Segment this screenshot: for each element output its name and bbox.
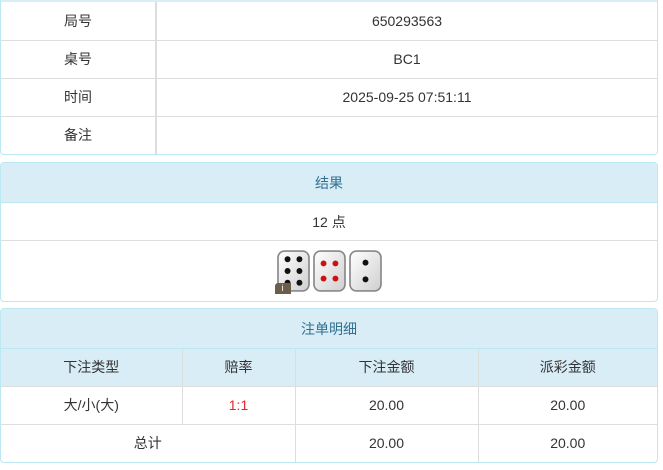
die-4 [312, 250, 346, 292]
total-row: 总计 20.00 20.00 [1, 423, 657, 462]
pip [295, 279, 302, 286]
die-2 [348, 250, 382, 292]
label: 备注 [1, 115, 157, 154]
info-icon[interactable]: i [274, 283, 291, 294]
pip [331, 260, 338, 267]
pip [320, 260, 327, 267]
value: BC1 [155, 39, 657, 79]
row-time: 时间 2025-09-25 07:51:11 [1, 77, 657, 117]
pip [362, 276, 368, 283]
die-6: i [274, 250, 310, 294]
value: 650293563 [155, 2, 657, 41]
total-payout: 20.00 [477, 423, 657, 462]
round-info-table: 局号 650293563 桌号 BC1 时间 2025-09-25 07:51:11 … [1, 2, 657, 154]
pip [284, 268, 291, 274]
table-row: 大/小(大) 1:1 20.00 20.00 [1, 385, 657, 425]
row-round-id: 局号 650293563 [1, 2, 657, 41]
row-remark: 备注 [1, 115, 657, 154]
bet-details-title: 注单明细 [1, 309, 657, 349]
label: 桌号 [1, 39, 157, 79]
pip [362, 259, 368, 266]
dice-group: i [1, 241, 657, 301]
col-bet-type: 下注类型 [1, 349, 183, 387]
col-odds: 赔率 [181, 349, 296, 387]
row-table-id: 桌号 BC1 [1, 39, 657, 79]
result-title: 结果 [1, 163, 657, 203]
total-amount: 20.00 [294, 423, 479, 462]
bet-details-table: 下注类型 赔率 下注金额 派彩金额 大/小(大) 1:1 20.00 20.00… [1, 349, 657, 462]
pip [295, 256, 302, 263]
total-label: 总计 [1, 423, 296, 462]
label: 局号 [1, 2, 157, 41]
col-bet-amount: 下注金额 [294, 349, 479, 387]
bet-details-panel: 注单明细 下注类型 赔率 下注金额 派彩金额 大/小(大) 1:1 20.00 … [0, 308, 658, 463]
round-info-panel: 局号 650293563 桌号 BC1 时间 2025-09-25 07:51:11 … [0, 0, 658, 155]
pip [284, 256, 291, 263]
value: 2025-09-25 07:51:11 [155, 77, 657, 117]
col-payout: 派彩金额 [477, 349, 657, 387]
bet-type: 大/小(大) [1, 385, 183, 425]
payout: 20.00 [477, 385, 657, 425]
bet-amount: 20.00 [294, 385, 479, 425]
result-panel: 结果 12 点 i [0, 162, 658, 302]
pip [331, 275, 338, 282]
value [155, 115, 657, 154]
pip [320, 275, 327, 282]
odds: 1:1 [181, 385, 296, 425]
result-points: 12 点 [1, 203, 657, 241]
label: 时间 [1, 77, 157, 117]
pip [295, 268, 302, 274]
